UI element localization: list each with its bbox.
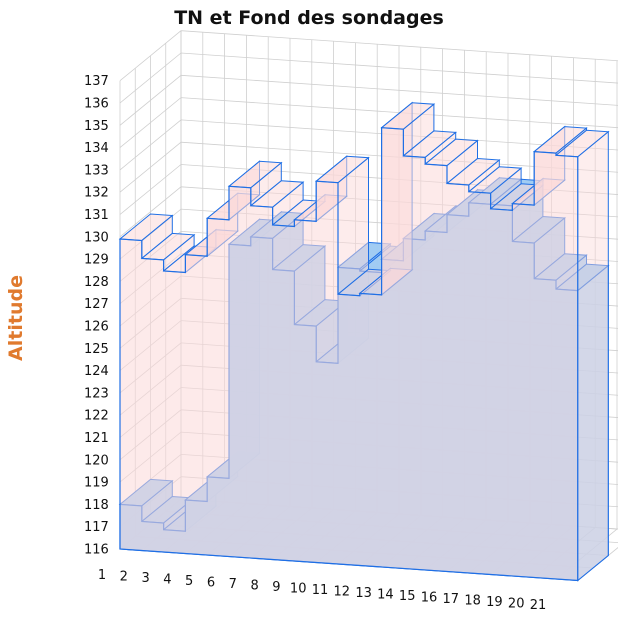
y-tick-label: 119 (84, 476, 109, 491)
series-2-end-cap (577, 130, 609, 582)
x-tick-label: 7 (229, 577, 237, 592)
y-tick-label: 121 (84, 431, 109, 446)
x-tick-label: 3 (141, 571, 149, 586)
y-tick-label: 136 (84, 97, 109, 112)
x-tick-label: 10 (290, 582, 307, 597)
y-tick-label: 132 (84, 186, 109, 201)
x-tick-label: 1 (98, 568, 106, 583)
y-tick-label: 128 (84, 275, 109, 290)
x-tick-label: 5 (185, 574, 193, 589)
y-tick-label: 135 (84, 119, 109, 134)
y-tick-label: 127 (84, 297, 109, 312)
y-tick-label: 118 (84, 498, 109, 513)
y-tick-label: 137 (84, 74, 109, 89)
y-tick-label: 125 (84, 342, 109, 357)
x-tick-label: 6 (207, 576, 215, 591)
x-tick-label: 9 (272, 580, 280, 595)
y-axis-label: Altitude (5, 275, 27, 361)
x-tick-labels: 1 2 3 4 5 6 7 8 9 10 11 12 13 14 15 16 17 18 19 20 21 (98, 568, 546, 613)
y-tick-label: 130 (84, 230, 109, 245)
x-tick-label: 12 (334, 585, 351, 600)
x-tick-label: 14 (377, 588, 394, 603)
y-tick-label: 122 (84, 409, 109, 424)
series-layer (118, 101, 610, 582)
x-tick-label: 8 (250, 579, 258, 594)
x-tick-label: 4 (163, 573, 171, 588)
y-tick-label: 124 (84, 364, 109, 379)
y-tick-label: 134 (84, 141, 109, 156)
x-tick-label: 20 (508, 597, 525, 612)
x-tick-label: 19 (486, 595, 503, 610)
x-tick-label: 21 (530, 598, 547, 613)
x-tick-label: 18 (464, 594, 481, 609)
series-2 (118, 101, 610, 582)
x-tick-label: 11 (312, 583, 329, 598)
y-tick-label: 126 (84, 320, 109, 335)
x-tick-label: 15 (399, 589, 416, 604)
y-tick-label: 123 (84, 386, 109, 401)
x-tick-label: 17 (443, 592, 460, 607)
x-tick-label: 16 (421, 591, 438, 606)
y-tick-label: 117 (84, 520, 109, 535)
y-tick-label: 133 (84, 163, 109, 178)
x-tick-label: 13 (355, 586, 372, 601)
y-tick-label: 120 (84, 453, 109, 468)
y-tick-label: 129 (84, 253, 109, 268)
y-tick-labels: 116 117 118 119 120 121 122 123 124 125 126 127 128 1… (84, 74, 109, 557)
y-tick-label: 131 (84, 208, 109, 223)
chart-title: TN et Fond des sondages (174, 7, 444, 29)
series-2-front-face (119, 127, 579, 582)
x-tick-label: 2 (120, 570, 128, 585)
y-tick-label: 116 (84, 543, 109, 558)
